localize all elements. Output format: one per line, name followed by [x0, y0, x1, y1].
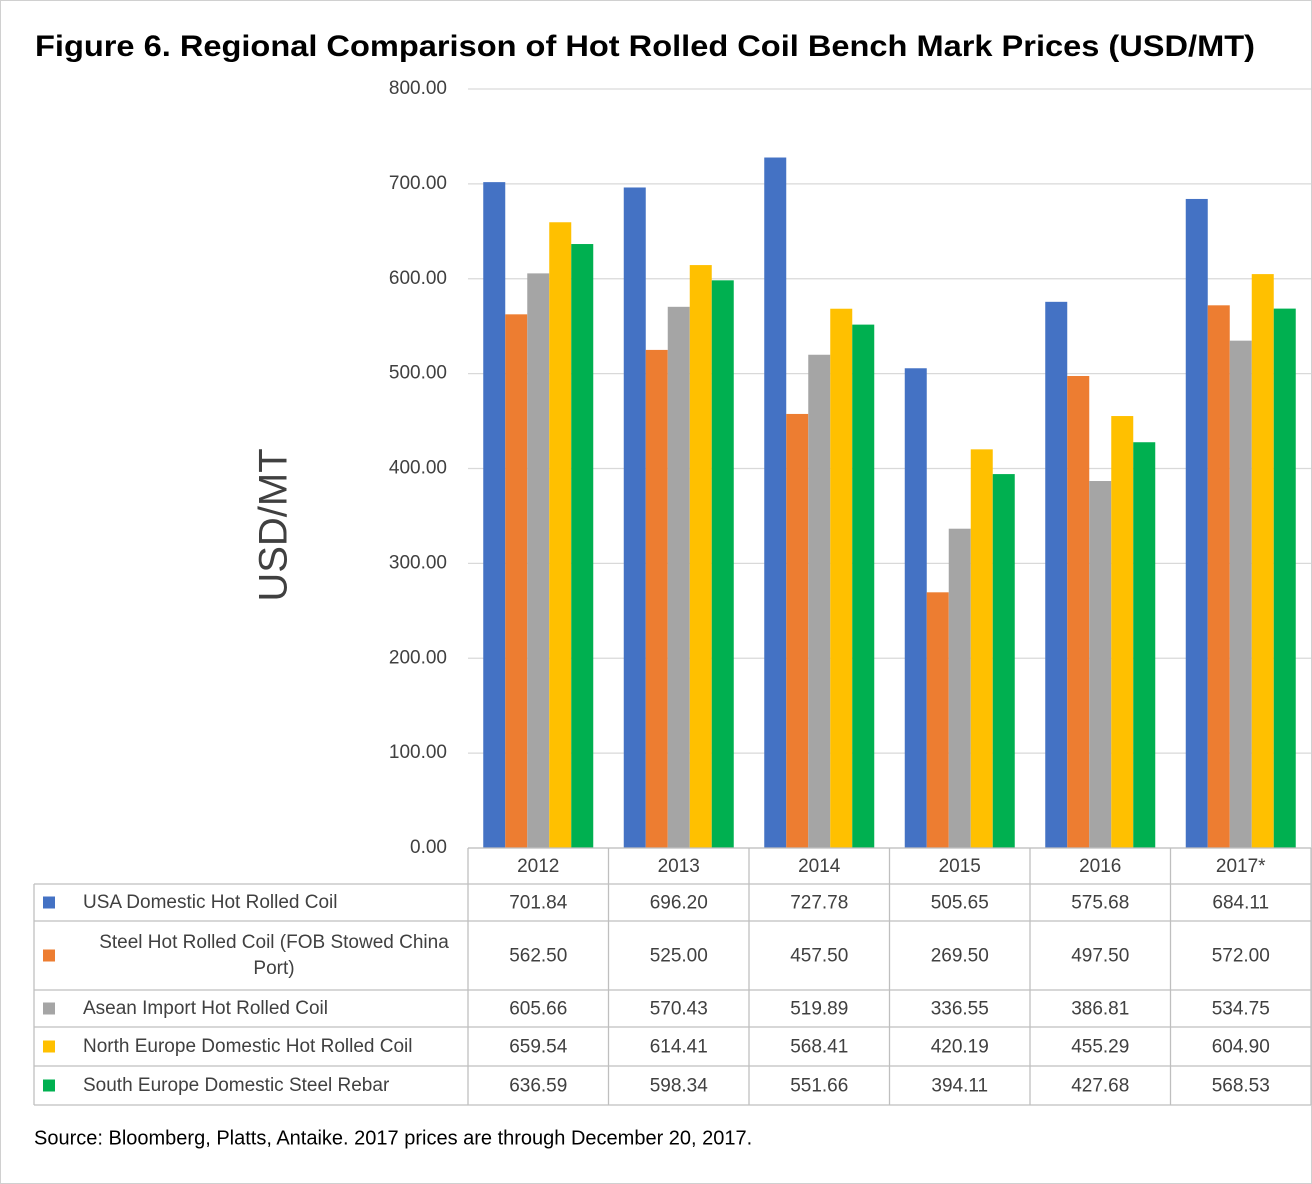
- y-tick-label: 100.00: [389, 742, 447, 763]
- bar: [786, 413, 809, 848]
- y-tick-label: 300.00: [389, 552, 447, 573]
- legend-swatch: [43, 949, 55, 962]
- legend-swatch: [43, 1002, 55, 1015]
- bar: [1111, 416, 1134, 848]
- bar: [623, 187, 646, 849]
- bar: [764, 157, 787, 848]
- x-tick-label: 2014: [798, 856, 841, 877]
- table-value: 701.84: [509, 893, 568, 914]
- bar: [970, 449, 993, 848]
- bar: [926, 592, 949, 848]
- y-tick-label: 800.00: [389, 78, 447, 99]
- y-tick-label: 200.00: [389, 647, 447, 668]
- x-tick-label: 2013: [658, 856, 700, 877]
- legend-label-box: USA Domestic Hot Rolled Coil: [83, 891, 338, 913]
- table-value: 575.68: [1071, 893, 1129, 914]
- table-value: 497.50: [1071, 946, 1129, 967]
- legend-swatch: [43, 1040, 55, 1053]
- table-value: 727.78: [790, 893, 848, 914]
- x-tick-label: 2012: [517, 856, 559, 877]
- bar: [1067, 375, 1090, 848]
- y-tick-label: 400.00: [389, 458, 447, 479]
- x-tick-label: 2017*: [1216, 856, 1266, 877]
- legend-label: South Europe Domestic Steel Rebar: [83, 1074, 390, 1096]
- bar: [992, 474, 1015, 848]
- legend-label-box: Steel Hot Rolled Coil (FOB Stowed China …: [99, 931, 449, 979]
- table-value: 457.50: [790, 946, 848, 967]
- table-value: 636.59: [509, 1076, 567, 1097]
- bar: [505, 314, 528, 848]
- bar: [483, 182, 506, 849]
- legend-label-box: North Europe Domestic Hot Rolled Coil: [83, 1035, 413, 1057]
- y-tick-label: 600.00: [389, 268, 447, 289]
- table-value: 455.29: [1071, 1037, 1129, 1058]
- bar: [1089, 481, 1112, 848]
- x-tick-label: 2015: [939, 856, 981, 877]
- table-value: 427.68: [1071, 1076, 1129, 1097]
- legend-label-box: Asean Import Hot Rolled Coil: [83, 997, 328, 1019]
- bar: [948, 528, 971, 848]
- bar: [1133, 442, 1156, 848]
- table-value: 519.89: [790, 999, 848, 1020]
- bar: [689, 265, 712, 849]
- bar: [1185, 198, 1208, 849]
- bar: [667, 306, 690, 848]
- bar: [571, 244, 594, 849]
- y-tick-label: 500.00: [389, 363, 447, 384]
- bar: [527, 273, 550, 848]
- legend-label: Steel Hot Rolled Coil (FOB Stowed China …: [99, 931, 449, 979]
- table-value: 696.20: [650, 893, 708, 914]
- bar: [1207, 305, 1230, 848]
- chart-title: Figure 6. Regional Comparison of Hot Rol…: [35, 30, 1255, 63]
- bar: [645, 349, 668, 848]
- bar: [904, 368, 927, 848]
- table-value: 551.66: [790, 1076, 848, 1097]
- y-axis-label: USD/MT: [252, 448, 296, 601]
- table-value: 386.81: [1071, 999, 1129, 1020]
- table-value: 605.66: [509, 999, 567, 1020]
- table-value: 568.53: [1212, 1076, 1270, 1097]
- y-tick-label: 700.00: [389, 173, 447, 194]
- table-value: 568.41: [790, 1037, 848, 1058]
- table-value: 598.34: [650, 1076, 709, 1097]
- table-value: 505.65: [931, 893, 989, 914]
- bar: [1251, 274, 1274, 848]
- bar: [830, 308, 853, 848]
- legend-label: USA Domestic Hot Rolled Coil: [83, 891, 338, 913]
- table-value: 394.11: [931, 1076, 988, 1097]
- table-value: 572.00: [1212, 946, 1270, 967]
- x-tick-label: 2016: [1079, 856, 1121, 877]
- bar: [711, 280, 734, 848]
- table-value: 269.50: [931, 946, 989, 967]
- table-value: 525.00: [650, 946, 708, 967]
- table-value: 420.19: [931, 1037, 989, 1058]
- table-value: 336.55: [931, 999, 989, 1020]
- bar: [1273, 308, 1296, 848]
- table-value: 570.43: [650, 999, 708, 1020]
- legend-label: North Europe Domestic Hot Rolled Coil: [83, 1035, 413, 1057]
- table-value: 614.41: [650, 1037, 708, 1058]
- legend-label: Asean Import Hot Rolled Coil: [83, 997, 328, 1019]
- bar: [808, 354, 831, 848]
- table-value: 604.90: [1212, 1037, 1270, 1058]
- legend-swatch: [43, 1079, 55, 1092]
- bar: [852, 324, 875, 849]
- table-value: 562.50: [509, 946, 567, 967]
- y-tick-label: 0.00: [410, 837, 447, 858]
- source-note: Source: Bloomberg, Platts, Antaike. 2017…: [34, 1127, 752, 1149]
- legend-label-box: South Europe Domestic Steel Rebar: [83, 1074, 390, 1096]
- bar: [549, 222, 572, 849]
- table-value: 534.75: [1212, 999, 1270, 1020]
- bar: [1229, 340, 1252, 848]
- table-value: 659.54: [509, 1037, 568, 1058]
- table-value: 684.11: [1212, 893, 1269, 914]
- legend-swatch: [43, 896, 55, 909]
- bar: [1045, 301, 1068, 848]
